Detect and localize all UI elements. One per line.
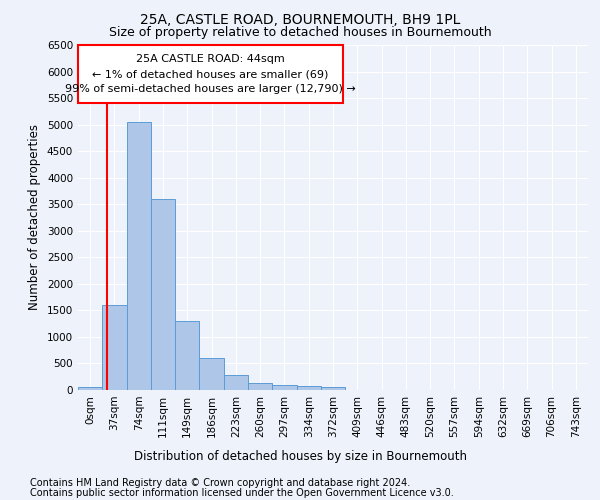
Bar: [224, 376, 248, 390]
Bar: [102, 305, 127, 390]
Text: Contains HM Land Registry data © Crown copyright and database right 2024.: Contains HM Land Registry data © Crown c…: [30, 478, 410, 488]
Bar: [151, 199, 175, 390]
Text: Distribution of detached houses by size in Bournemouth: Distribution of detached houses by size …: [133, 450, 467, 463]
Text: 25A, CASTLE ROAD, BOURNEMOUTH, BH9 1PL: 25A, CASTLE ROAD, BOURNEMOUTH, BH9 1PL: [140, 12, 460, 26]
FancyBboxPatch shape: [78, 45, 343, 104]
Bar: [175, 321, 199, 390]
Y-axis label: Number of detached properties: Number of detached properties: [28, 124, 41, 310]
Text: 25A CASTLE ROAD: 44sqm
← 1% of detached houses are smaller (69)
99% of semi-deta: 25A CASTLE ROAD: 44sqm ← 1% of detached …: [65, 54, 356, 94]
Bar: [321, 388, 345, 390]
Bar: [272, 384, 296, 390]
Bar: [248, 384, 272, 390]
Bar: [199, 358, 224, 390]
Bar: [296, 386, 321, 390]
Text: Size of property relative to detached houses in Bournemouth: Size of property relative to detached ho…: [109, 26, 491, 39]
Bar: [78, 388, 102, 390]
Bar: [127, 122, 151, 390]
Text: Contains public sector information licensed under the Open Government Licence v3: Contains public sector information licen…: [30, 488, 454, 498]
